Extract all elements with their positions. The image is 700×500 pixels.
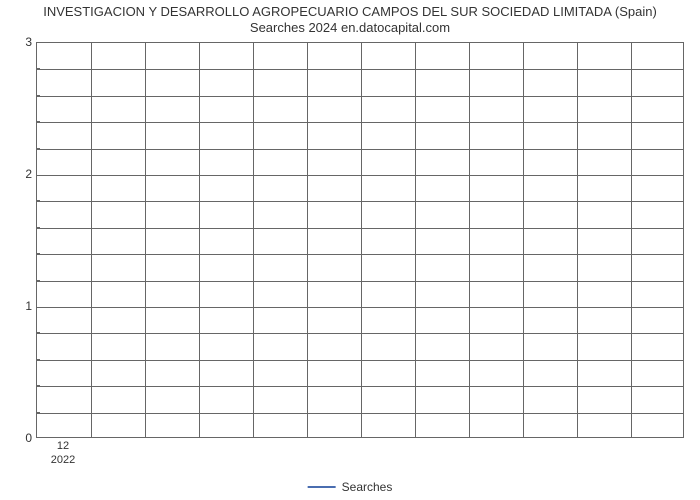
grid-vertical <box>631 43 632 437</box>
grid-horizontal-minor <box>37 201 683 202</box>
y-tick-label: 0 <box>8 431 32 445</box>
grid-horizontal-minor <box>37 413 683 414</box>
grid-horizontal-minor <box>37 333 683 334</box>
y-minor-tick <box>36 148 40 149</box>
y-tick-label: 3 <box>8 35 32 49</box>
grid-horizontal-minor <box>37 122 683 123</box>
y-minor-tick <box>36 359 40 360</box>
chart-title: INVESTIGACION Y DESARROLLO AGROPECUARIO … <box>0 0 700 37</box>
y-minor-tick <box>36 385 40 386</box>
x-tick-label-year: 2022 <box>51 454 75 466</box>
grid-horizontal-minor <box>37 254 683 255</box>
legend: Searches <box>308 480 393 494</box>
grid-vertical <box>469 43 470 437</box>
grid-horizontal <box>37 307 683 308</box>
grid-vertical <box>307 43 308 437</box>
grid-horizontal-minor <box>37 360 683 361</box>
y-tick-label: 1 <box>8 299 32 313</box>
grid-vertical <box>523 43 524 437</box>
y-minor-tick <box>36 95 40 96</box>
y-minor-tick <box>36 227 40 228</box>
grid-vertical <box>199 43 200 437</box>
y-minor-tick <box>36 121 40 122</box>
x-tick-label-month: 12 <box>57 440 69 452</box>
grid-horizontal-minor <box>37 149 683 150</box>
legend-line <box>308 486 336 488</box>
grid-horizontal <box>37 175 683 176</box>
y-minor-tick <box>36 412 40 413</box>
grid-horizontal-minor <box>37 69 683 70</box>
plot-area <box>36 42 684 438</box>
grid-vertical <box>361 43 362 437</box>
y-minor-tick <box>36 68 40 69</box>
y-tick-label: 2 <box>8 167 32 181</box>
grid-vertical <box>91 43 92 437</box>
y-minor-tick <box>36 280 40 281</box>
legend-label: Searches <box>342 480 393 494</box>
chart-title-line1: INVESTIGACION Y DESARROLLO AGROPECUARIO … <box>43 4 657 19</box>
y-minor-tick <box>36 200 40 201</box>
grid-horizontal-minor <box>37 386 683 387</box>
grid-horizontal-minor <box>37 281 683 282</box>
y-minor-tick <box>36 253 40 254</box>
grid-vertical <box>145 43 146 437</box>
chart-title-line2: Searches 2024 en.datocapital.com <box>250 20 450 35</box>
grid-vertical <box>253 43 254 437</box>
chart-container: INVESTIGACION Y DESARROLLO AGROPECUARIO … <box>0 0 700 500</box>
y-minor-tick <box>36 332 40 333</box>
grid-horizontal-minor <box>37 96 683 97</box>
grid-vertical <box>577 43 578 437</box>
grid-vertical <box>415 43 416 437</box>
grid-horizontal-minor <box>37 228 683 229</box>
